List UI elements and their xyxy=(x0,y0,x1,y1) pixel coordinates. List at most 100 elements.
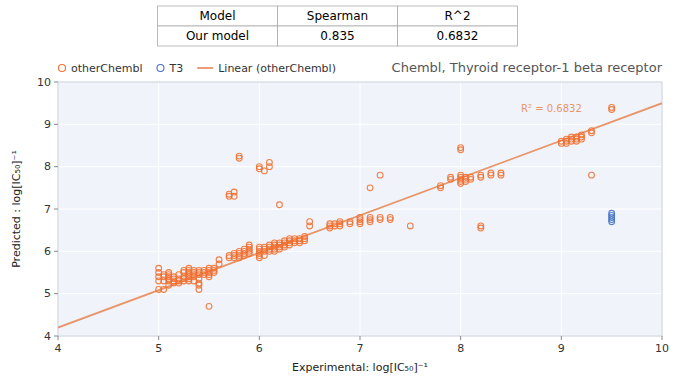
legend-item: Linear (otherChembl) xyxy=(197,62,336,75)
table-cell xyxy=(278,6,398,26)
x-tick-label: 9 xyxy=(558,342,565,355)
scatter-point xyxy=(498,170,504,176)
y-tick-label: 6 xyxy=(44,245,51,258)
x-axis-label: Experimental: log[IC₅₀]⁻¹ xyxy=(292,361,428,374)
scatter-point xyxy=(579,132,585,138)
grid-line-y xyxy=(58,251,662,252)
x-tick-label: 8 xyxy=(457,342,464,355)
scatter-point xyxy=(261,168,267,174)
chart-title: Chembl, Thyroid receptor-1 beta receptor xyxy=(392,60,663,75)
legend-item: T3 xyxy=(157,62,183,75)
x-tick xyxy=(460,336,461,340)
scatter-point xyxy=(156,265,162,271)
x-tick xyxy=(662,336,663,340)
scatter-point xyxy=(357,215,363,221)
legend-label: otherChembl xyxy=(71,62,142,75)
trend-line xyxy=(58,103,662,327)
annotation: R² = 0.6832 xyxy=(521,103,582,114)
scatter-point xyxy=(256,164,262,170)
y-tick xyxy=(54,251,58,252)
scatter-point xyxy=(246,242,252,248)
grid-line-y xyxy=(58,166,662,167)
scatter-point xyxy=(589,172,595,178)
table-header: Model xyxy=(199,9,235,23)
x-tick xyxy=(561,336,562,340)
table-text: 0.835 xyxy=(320,29,354,43)
y-tick-label: 10 xyxy=(37,76,51,89)
table: ModelSpearmanR^2Our model0.8350.6832 xyxy=(158,6,518,46)
scatter-point xyxy=(367,215,373,221)
y-axis-label: Predicted : log[IC₅₀]⁻¹ xyxy=(10,150,23,268)
scatter-point xyxy=(478,172,484,178)
scatter-point xyxy=(231,189,237,195)
x-tick-label: 5 xyxy=(155,342,162,355)
legend-key xyxy=(197,67,213,69)
grid xyxy=(58,82,662,336)
plot-frame xyxy=(58,82,662,336)
table-cell xyxy=(278,26,398,46)
axes: 4567891045678910 xyxy=(37,76,669,356)
legend: otherChembl T3 Linear (otherChembl) xyxy=(59,62,336,75)
scatter-point xyxy=(488,170,494,176)
scatter-point xyxy=(478,223,484,229)
legend-key xyxy=(59,65,66,72)
y-tick xyxy=(54,209,58,210)
scatter-point xyxy=(609,105,615,111)
scatter-point xyxy=(206,303,212,309)
scatter-point xyxy=(367,185,373,191)
marks xyxy=(58,103,662,327)
scatter-point xyxy=(302,234,308,240)
scatter-series xyxy=(156,105,615,310)
legend-key xyxy=(157,65,164,72)
x-tick-label: 10 xyxy=(655,342,669,355)
scatter-point xyxy=(236,153,242,159)
y-tick xyxy=(54,124,58,125)
scatter-point xyxy=(387,215,393,221)
scatter-point xyxy=(267,160,273,166)
scatter-point xyxy=(377,172,383,178)
x-tick xyxy=(259,336,260,340)
table-cell xyxy=(398,6,518,26)
scatter-point xyxy=(448,174,454,180)
y-tick-label: 8 xyxy=(44,160,51,173)
grid-line-y xyxy=(58,209,662,210)
scatter-point xyxy=(458,145,464,151)
scatter-point xyxy=(377,215,383,221)
table-text: 0.6832 xyxy=(437,29,479,43)
legend-item: otherChembl xyxy=(59,62,143,75)
table-header: Spearman xyxy=(307,9,368,23)
legend-label: Linear (otherChembl) xyxy=(218,62,336,75)
scatter-point xyxy=(337,219,343,225)
scatter-point xyxy=(609,210,615,216)
y-tick-label: 7 xyxy=(44,203,51,216)
grid-line-y xyxy=(58,124,662,125)
y-tick-label: 5 xyxy=(44,287,51,300)
legend-label: T3 xyxy=(168,62,183,75)
scatter-point xyxy=(438,183,444,189)
scatter-point xyxy=(166,270,172,276)
y-tick-label: 4 xyxy=(44,330,51,343)
scatter-point xyxy=(407,223,413,229)
table-cell xyxy=(158,6,278,26)
y-tick xyxy=(54,82,58,83)
y-tick-label: 9 xyxy=(44,118,51,131)
x-tick-label: 6 xyxy=(256,342,263,355)
y-tick xyxy=(54,293,58,294)
scatter-point xyxy=(161,287,167,293)
scatter-series xyxy=(609,210,615,224)
table-header: R^2 xyxy=(444,9,470,23)
scatter-point xyxy=(277,202,283,208)
scatter-point xyxy=(216,257,222,263)
chart-container: ModelSpearmanR^2Our model0.8350.68324567… xyxy=(0,0,675,377)
table-cell xyxy=(398,26,518,46)
x-tick-label: 7 xyxy=(357,342,364,355)
scatter-point xyxy=(589,128,595,134)
x-tick xyxy=(360,336,361,340)
plot-background xyxy=(58,82,662,336)
scatter-point xyxy=(347,219,353,225)
scatter-point xyxy=(307,219,313,225)
x-tick xyxy=(158,336,159,340)
chart-svg: ModelSpearmanR^2Our model0.8350.68324567… xyxy=(0,0,675,377)
x-tick xyxy=(58,336,59,340)
y-tick xyxy=(54,166,58,167)
